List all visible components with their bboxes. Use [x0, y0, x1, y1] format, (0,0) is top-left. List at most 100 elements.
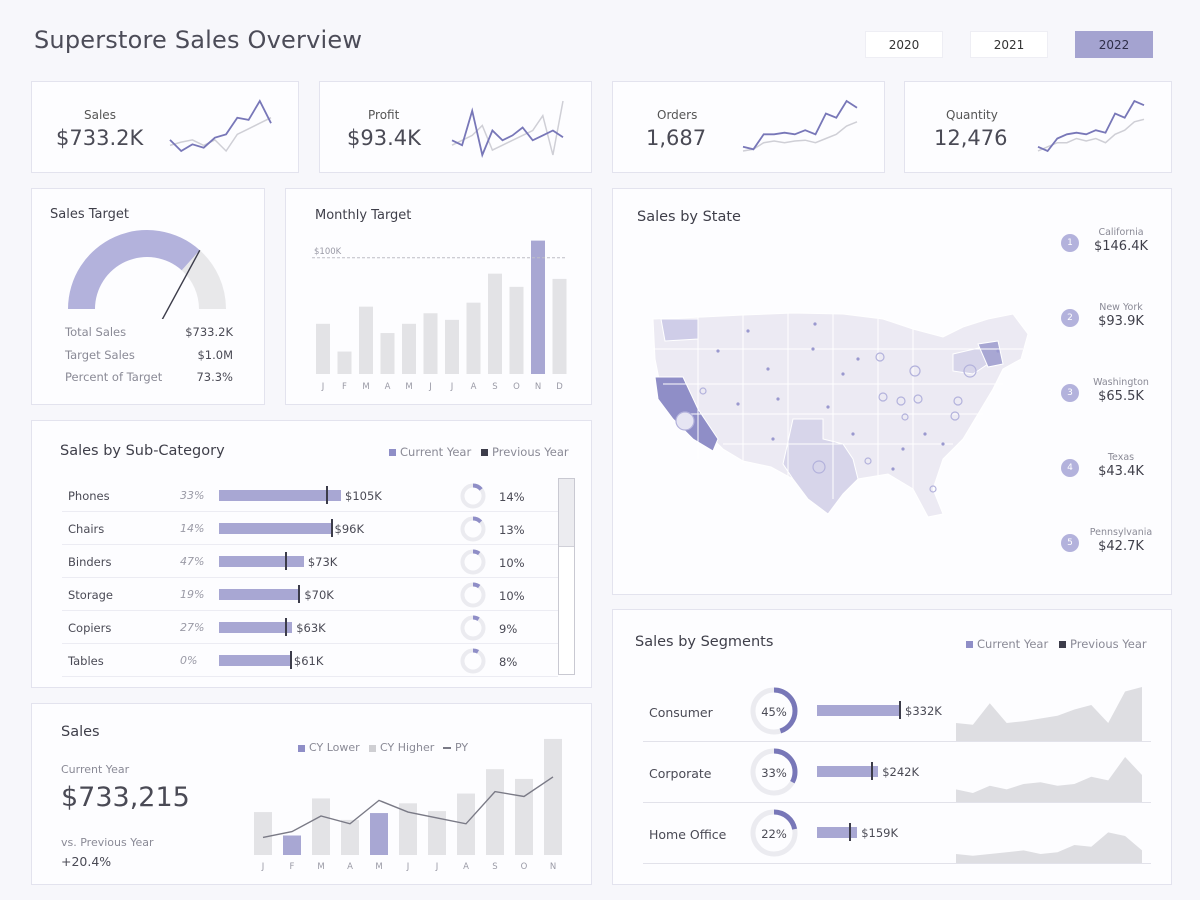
month-tick-label: D: [556, 382, 563, 392]
card-title: Sales: [61, 724, 100, 740]
sub-category-row[interactable]: Chairs 14% $96K 13%: [62, 512, 558, 545]
sub-category-bar: [219, 490, 341, 501]
sub-category-growth: 33%: [180, 489, 205, 502]
month-tick-label: M: [375, 862, 382, 872]
month-tick-label: J: [321, 382, 325, 392]
month-bar: [509, 286, 524, 374]
us-map[interactable]: [643, 289, 1038, 529]
sparkline-py: [451, 100, 564, 156]
bar-cy-higher: [544, 738, 562, 855]
bar-cy-higher: [428, 811, 446, 855]
year-button-2020[interactable]: 2020: [865, 31, 943, 58]
previous-year-marker: [298, 585, 300, 603]
monthly-target-card: Monthly Target J F M A M J J A S O N D $100K: [285, 188, 592, 405]
legend-swatch: [298, 744, 305, 752]
segment-name: Corporate: [649, 766, 712, 781]
kpi-value: 1,687: [646, 126, 707, 150]
card-title: Sales by Sub-Category: [60, 443, 225, 459]
sales-target-card: Sales Target Total Sales $733.2K Target …: [31, 188, 265, 405]
legend-label: CY Higher: [380, 741, 435, 754]
previous-year-marker: [325, 486, 328, 504]
donut-fill: [460, 615, 486, 641]
kpi-card-sales: Sales $733.2K: [31, 81, 299, 173]
month-tick-label: N: [535, 382, 541, 392]
legend-py: PY: [443, 741, 468, 754]
target-row-target: Target Sales $1.0M: [65, 348, 233, 362]
kpi-card-quantity: Quantity 12,476: [904, 81, 1172, 173]
target-row-total: Total Sales $733.2K: [65, 325, 233, 339]
sparkline-py: [742, 121, 858, 152]
month-bar: [466, 302, 481, 374]
donut-track: [460, 615, 486, 641]
bar-cy-lower: [283, 835, 301, 855]
sub-category-growth: 47%: [180, 555, 205, 568]
sub-category-bar: [219, 655, 290, 666]
sub-category-row[interactable]: Binders 47% $73K 10%: [62, 545, 558, 578]
donut-fill: [750, 687, 798, 735]
legend-label: Previous Year: [1070, 637, 1147, 651]
segment-area: [956, 832, 1142, 863]
donut-fill: [460, 483, 486, 509]
month-tick-label: M: [362, 382, 369, 392]
legend-label: PY: [455, 741, 469, 754]
scrollbar-thumb[interactable]: [559, 479, 574, 547]
segment-row[interactable]: Consumer 45% $332K: [643, 681, 1151, 742]
legend-cy-lower: CY Lower: [298, 741, 360, 754]
year-button-2021[interactable]: 2021: [970, 31, 1048, 58]
scrollbar[interactable]: [558, 478, 575, 675]
sub-category-row[interactable]: Storage 19% $70K 10%: [62, 578, 558, 611]
segment-row[interactable]: Home Office 22% $159K: [643, 803, 1151, 864]
segment-name: Home Office: [649, 827, 727, 842]
rank-badge: 2: [1061, 309, 1079, 327]
segment-value: $242K: [882, 765, 920, 779]
previous-year-marker: [285, 618, 288, 636]
sub-category-value: $105K: [345, 489, 382, 503]
state-value: $42.7K: [1098, 539, 1144, 554]
month-tick-label: O: [513, 382, 520, 392]
target-row-percent: Percent of Target 73.3%: [65, 370, 233, 384]
sub-category-name: Chairs: [68, 522, 105, 536]
month-bar: [423, 313, 438, 374]
segment-row[interactable]: Corporate 33% $242K: [643, 742, 1151, 803]
sparkline-cy: [169, 99, 272, 153]
segment-bar: [817, 827, 858, 838]
month-tick-label: S: [492, 862, 497, 872]
kpi-sparkline: [742, 99, 858, 152]
legend-line: [443, 747, 451, 749]
sub-category-bar: [219, 556, 304, 567]
donut-track: [460, 648, 486, 674]
sparkline-cy: [451, 107, 564, 158]
sub-category-value: $73K: [307, 555, 338, 569]
rank-badge: 4: [1061, 459, 1079, 477]
share-donut: [460, 483, 486, 509]
month-bar: [445, 319, 459, 374]
month-tick-label: M: [317, 862, 324, 872]
bar-cy-higher: [486, 769, 504, 855]
sub-category-share: 9%: [499, 622, 518, 636]
year-button-2022[interactable]: 2022: [1075, 31, 1153, 58]
sub-category-row[interactable]: Phones 33% $105K 14%: [62, 479, 558, 512]
month-tick-label: N: [550, 862, 556, 872]
donut-fill: [460, 549, 486, 575]
sub-category-growth: 19%: [180, 588, 205, 601]
sub-category-share: 10%: [499, 556, 525, 570]
sub-category-row[interactable]: Copiers 27% $63K 9%: [62, 611, 558, 644]
previous-year-marker: [899, 701, 902, 719]
kpi-card-orders: Orders 1,687: [612, 81, 885, 173]
legend-swatch: [481, 449, 488, 456]
state-name: Texas: [1107, 452, 1135, 463]
month-tick-label: J: [406, 862, 410, 872]
target-row-value: 73.3%: [196, 370, 233, 384]
month-tick-label: F: [290, 862, 295, 872]
previous-year-marker: [289, 651, 292, 669]
kpi-label: Orders: [657, 108, 698, 122]
share-donut: [460, 516, 486, 542]
previous-year-marker: [849, 823, 852, 841]
segment-donut: [750, 687, 798, 735]
sparkline-py: [1037, 118, 1145, 152]
gauge: [68, 230, 226, 319]
donut-fill: [750, 809, 798, 857]
sub-category-row[interactable]: Tables 0% $61K 8%: [62, 644, 558, 677]
segment-area-chart: [956, 687, 1142, 741]
sub-category-value: $70K: [304, 588, 334, 602]
